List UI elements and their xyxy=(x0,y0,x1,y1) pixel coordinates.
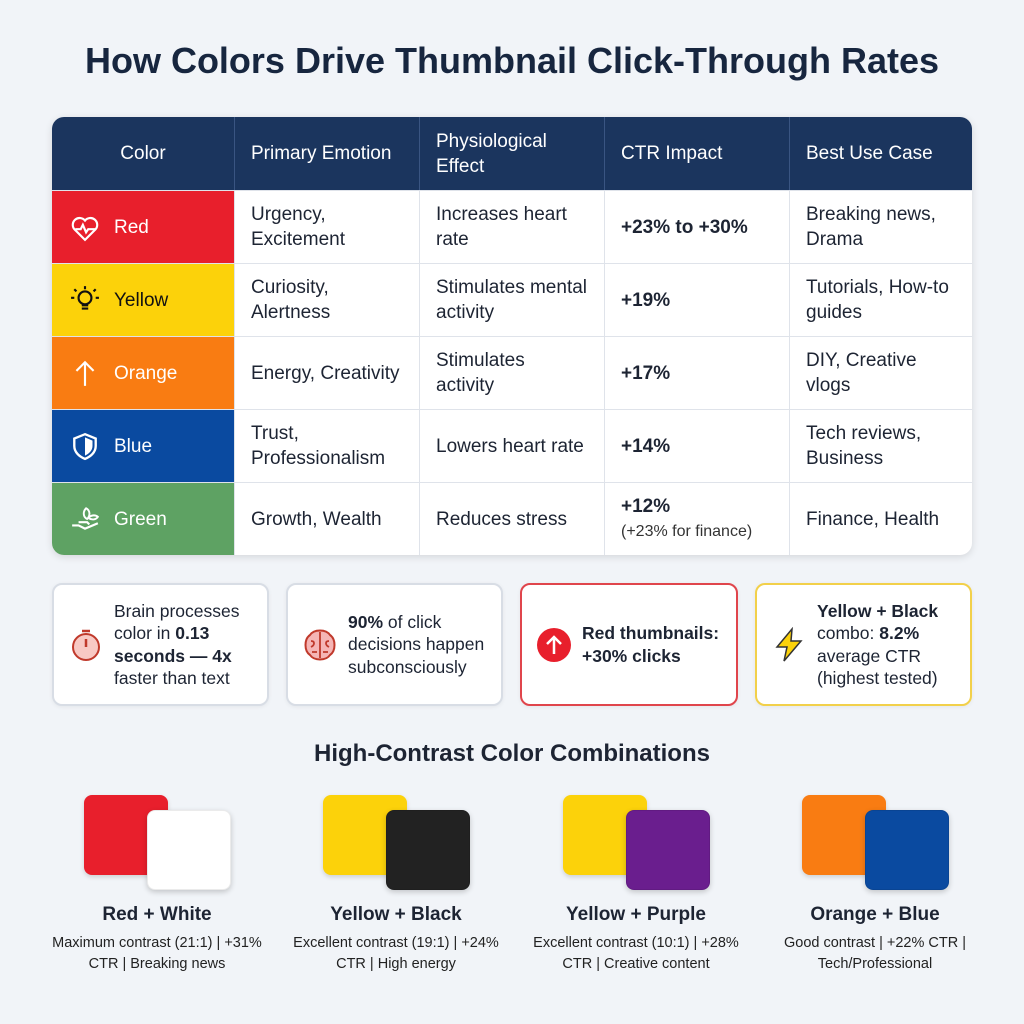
color-name: Green xyxy=(114,508,167,530)
combo-name: Yellow + Purple xyxy=(566,904,706,925)
color-name: Red xyxy=(114,216,149,238)
ctr-cell: +19% xyxy=(604,264,789,336)
combo-description: Good contrast | +22% CTR | Tech/Professi… xyxy=(783,935,966,972)
stat-segment: of click decisions happen subconsciously xyxy=(348,611,485,677)
color-icon xyxy=(71,216,99,242)
emotion: Curiosity, Alertness xyxy=(234,264,419,336)
combo-description: Excellent contrast (10:1) | +28% CTR | C… xyxy=(533,935,739,972)
use-case: Tutorials, How-to guides xyxy=(789,264,972,336)
stat-segment: Yellow + Black xyxy=(817,600,939,621)
ctr-cell: +12% (+23% for finance) xyxy=(604,483,789,555)
ctr: +12% xyxy=(621,496,671,517)
color-cell: Blue xyxy=(52,410,234,482)
effect: Stimulates mental activity xyxy=(419,264,604,336)
stat-text: 90% of click decisions happen subconscio… xyxy=(348,611,489,679)
table-row: Red Urgency, Excitement Increases heart ra… xyxy=(52,190,972,263)
stat-segment: 8.2% xyxy=(879,623,920,643)
ctr: +19% xyxy=(621,289,671,311)
stat-icon xyxy=(304,629,336,660)
stat-segment: average CTR (highest tested) xyxy=(817,645,938,689)
color-name: Yellow xyxy=(114,289,169,311)
swatch-front xyxy=(147,810,231,890)
header-cell: CTR Impact xyxy=(604,117,789,190)
color-cell: Orange xyxy=(52,337,234,409)
combo-name: Orange + Blue xyxy=(810,904,940,925)
emotion: Growth, Wealth xyxy=(234,483,419,555)
ctr-cell: +23% to +30% xyxy=(604,191,789,263)
color-icon xyxy=(72,507,100,530)
swatch-front xyxy=(386,810,470,890)
effect: Lowers heart rate xyxy=(419,410,604,482)
color-icon xyxy=(71,286,99,310)
emotion: Trust, Professionalism xyxy=(234,410,419,482)
swatch-front xyxy=(626,810,710,890)
stat-text: Brain processes color in 0.13 seconds — … xyxy=(114,600,255,690)
combos-title: High-Contrast Color Combinations xyxy=(314,740,710,767)
use-case: Tech reviews, Business xyxy=(789,410,972,482)
effect: Stimulates activity xyxy=(419,337,604,409)
stat-segment: faster than text xyxy=(114,668,230,688)
stat-segment: Brain processes color in xyxy=(114,600,240,644)
stat-text: Red thumbnails: +30% clicks xyxy=(582,622,724,667)
color-icon xyxy=(75,360,95,386)
stat-text: Yellow + Black combo: 8.2% average CTR (… xyxy=(817,600,958,690)
combo-name: Yellow + Black xyxy=(330,904,462,925)
stat-segment: 0.13 seconds — 4x xyxy=(114,623,232,666)
color-name: Blue xyxy=(114,435,153,457)
use-case: Finance, Health xyxy=(789,483,972,555)
combo-description: Excellent contrast (19:1) | +24% CTR | H… xyxy=(293,935,499,972)
ctr-note: (+23% for finance) xyxy=(621,523,753,540)
stat-card: Brain processes color in 0.13 seconds — … xyxy=(52,583,269,706)
combo-name: Red + White xyxy=(102,904,212,925)
table-row: Blue Trust, Professionalism Lowers heart r… xyxy=(52,409,972,482)
color-cell: Yellow xyxy=(52,264,234,336)
swatch-front xyxy=(865,810,949,890)
ctr: +23% to +30% xyxy=(621,216,748,238)
header-cell: Primary Emotion xyxy=(234,117,419,190)
stat-card: Yellow + Black combo: 8.2% average CTR (… xyxy=(755,583,972,706)
effect: Increases heart rate xyxy=(419,191,604,263)
effect: Reduces stress xyxy=(419,483,604,555)
ctr: +14% xyxy=(621,435,671,457)
stat-card: 90% of click decisions happen subconscio… xyxy=(286,583,503,706)
header-cell: Best Use Case xyxy=(789,117,972,190)
table: Color Primary Emotion Physiological Effect… xyxy=(52,117,972,555)
combo-description: Maximum contrast (21:1) | +31% CTR | Bre… xyxy=(52,935,262,972)
ctr-cell: +17% xyxy=(604,337,789,409)
emotion: Urgency, Excitement xyxy=(234,191,419,263)
stat-segment: combo: xyxy=(817,623,880,643)
use-case: Breaking news, Drama xyxy=(789,191,972,263)
color-name: Orange xyxy=(114,362,178,384)
color-cell: Green xyxy=(52,483,234,555)
stat-icon xyxy=(72,629,100,661)
header-row: Color Primary Emotion Physiological Effect… xyxy=(52,117,972,190)
stat-segment: Red thumbnails: +30% clicks xyxy=(582,623,720,666)
title: How Colors Drive Thumbnail Click-Through… xyxy=(84,40,940,81)
stat-icon xyxy=(775,626,803,661)
header-cell: Color xyxy=(120,143,166,164)
stat-segment: 90% xyxy=(348,611,384,632)
color-cell: Red xyxy=(52,191,234,263)
stat-icon xyxy=(537,627,571,662)
table-row: Green Growth, Wealth Reduces stress +12% (+2… xyxy=(52,482,972,555)
ctr: +17% xyxy=(621,362,671,384)
table-row: Orange Energy, Creativity Stimulates activ… xyxy=(52,336,972,409)
table-row: Yellow Curiosity, Alertness Stimulates men… xyxy=(52,263,972,336)
stat-card: Red thumbnails: +30% clicks xyxy=(520,583,738,706)
use-case: DIY, Creative vlogs xyxy=(789,337,972,409)
ctr-cell: +14% xyxy=(604,410,789,482)
header-cell: Physiological Effect xyxy=(419,117,604,190)
emotion: Energy, Creativity xyxy=(234,337,419,409)
color-icon xyxy=(73,432,97,461)
